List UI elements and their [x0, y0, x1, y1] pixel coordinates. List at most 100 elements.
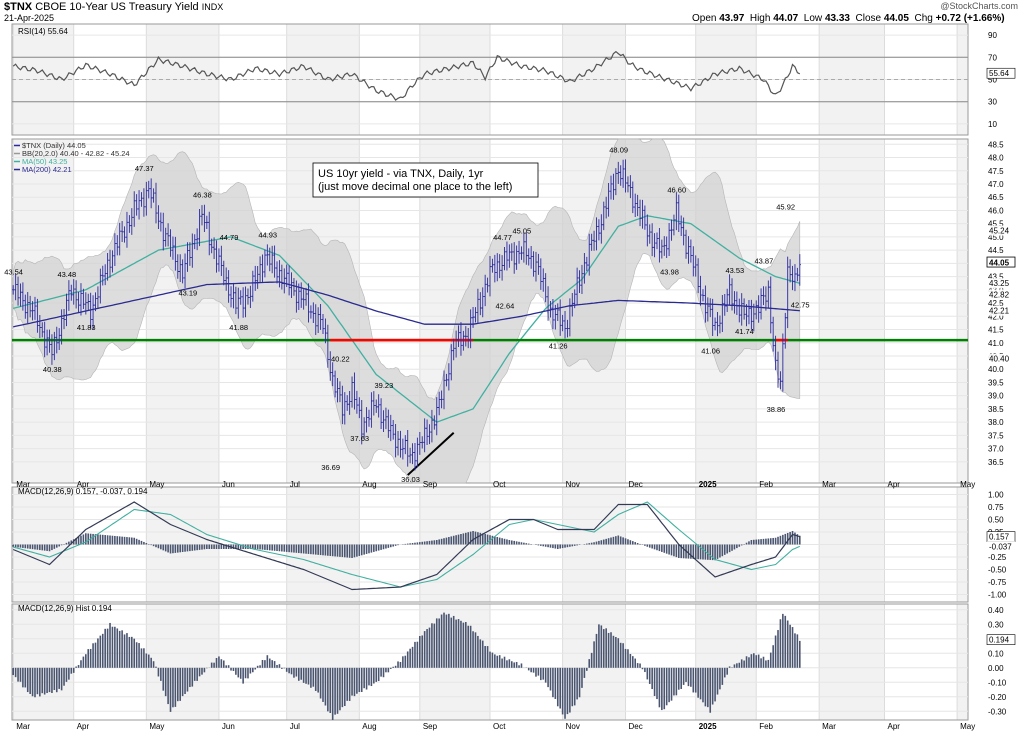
price-bar	[101, 265, 104, 286]
price-bar	[672, 214, 676, 236]
price-bar	[491, 258, 494, 273]
price-annotation: 43.19	[178, 288, 197, 297]
macd-title: MACD(12,26,9) 0.157, -0.037, 0.194	[18, 487, 148, 496]
x-axis-0: Mar Apr May Jun Jul Aug Sep Oct Nov Dec 2025 Feb Mar…	[16, 480, 975, 489]
price-annotation: 44.93	[258, 230, 277, 239]
price-bar	[171, 236, 175, 260]
price-bar	[675, 192, 678, 231]
price-bar	[539, 258, 543, 290]
price-bar	[278, 260, 281, 288]
price-bar	[578, 270, 581, 293]
price-bar	[551, 298, 555, 330]
ohlc-low-label: Low	[803, 13, 823, 24]
price-bar	[796, 267, 799, 282]
price-bar	[483, 274, 487, 307]
price-bar	[561, 314, 564, 332]
price-bar	[67, 280, 71, 311]
price-bar	[706, 297, 710, 322]
month-shade	[819, 604, 885, 720]
price-annotation: 46.38	[193, 191, 212, 200]
price-bar	[554, 304, 557, 330]
price-bar	[358, 397, 361, 419]
legend-entry: BB(20,2.0) 40.40 - 42.82 - 45.24	[22, 149, 130, 158]
price-bar	[28, 295, 32, 318]
y-tick-label: 43.5	[988, 273, 1004, 282]
price-bar	[600, 214, 603, 244]
price-bar	[595, 217, 598, 251]
price-bar	[198, 208, 201, 247]
hist-title: MACD(12,26,9) Hist 0.194	[18, 604, 112, 613]
price-bar	[55, 326, 58, 354]
price-bar	[270, 245, 274, 274]
price-bar	[450, 344, 453, 381]
price-bar	[365, 407, 368, 433]
x-month-label: 2025	[699, 480, 717, 489]
ohlc-open-label: Open	[692, 13, 717, 24]
price-bar	[580, 264, 584, 295]
price-bar	[682, 217, 685, 246]
price-annotation: 45.05	[512, 226, 531, 235]
price-bar	[362, 417, 366, 439]
price-annotation: 41.06	[701, 347, 720, 356]
price-bar	[692, 246, 695, 277]
price-bar	[370, 392, 373, 428]
price-bar	[396, 430, 400, 456]
price-bar	[348, 391, 351, 415]
month-shade	[957, 139, 968, 483]
price-bar	[624, 159, 627, 193]
rsi-title: RSI(14) 55.64	[18, 27, 68, 36]
price-bar	[251, 270, 255, 302]
price-bar	[324, 318, 327, 344]
price-bar	[723, 293, 726, 316]
price-bar	[513, 242, 516, 274]
price-bar	[118, 222, 121, 256]
price-bar	[689, 239, 693, 263]
price-bar	[215, 240, 218, 273]
symbol-line: $TNX CBOE 10-Year US Treasury Yield INDX	[4, 1, 223, 13]
price-bar	[343, 392, 346, 425]
price-bar	[411, 443, 414, 465]
x-month-label: Nov	[566, 480, 580, 489]
note-box	[312, 162, 539, 198]
price-bar	[433, 415, 436, 430]
x-month-label: Feb	[759, 480, 773, 489]
price-annotation: 45.92	[776, 202, 795, 211]
price-bar	[517, 240, 521, 264]
price-bar	[793, 264, 797, 292]
price-bar	[157, 205, 160, 229]
price-bar	[718, 315, 722, 334]
price-right-label: 42.21	[989, 307, 1010, 316]
price-bar	[154, 182, 158, 224]
price-bar	[50, 334, 54, 365]
rsi-last-label: 55.64	[989, 69, 1010, 78]
y-tick-label: -0.10	[988, 678, 1007, 687]
price-bar	[43, 321, 46, 358]
price-bar	[273, 245, 276, 278]
price-bar	[103, 264, 107, 286]
price-bar	[208, 211, 211, 256]
price-bar	[520, 246, 523, 260]
price-bar	[522, 232, 526, 263]
price-bar	[266, 244, 269, 266]
price-bar	[19, 283, 22, 307]
price-bar	[341, 385, 344, 425]
x-month-label: Nov	[566, 722, 580, 731]
price-bar	[459, 322, 463, 356]
symbol: $TNX	[4, 1, 33, 13]
price-bar	[575, 267, 579, 305]
price-bar	[130, 208, 134, 235]
ohlc-open: 43.97	[719, 13, 745, 24]
price-bar	[464, 326, 467, 347]
y-tick-label: 38.0	[988, 418, 1004, 427]
price-bar	[571, 293, 574, 317]
price-bar	[643, 205, 647, 230]
price-bars	[12, 159, 801, 471]
price-annotation: 38.86	[767, 405, 786, 414]
price-bar	[469, 309, 472, 349]
price-bar	[740, 293, 743, 326]
price-bar	[254, 265, 257, 291]
y-tick-label: 0.50	[988, 516, 1004, 525]
chart-header: $TNX CBOE 10-Year US Treasury Yield INDX…	[0, 0, 1024, 24]
price-bar	[592, 230, 596, 251]
price-bar	[26, 291, 29, 324]
